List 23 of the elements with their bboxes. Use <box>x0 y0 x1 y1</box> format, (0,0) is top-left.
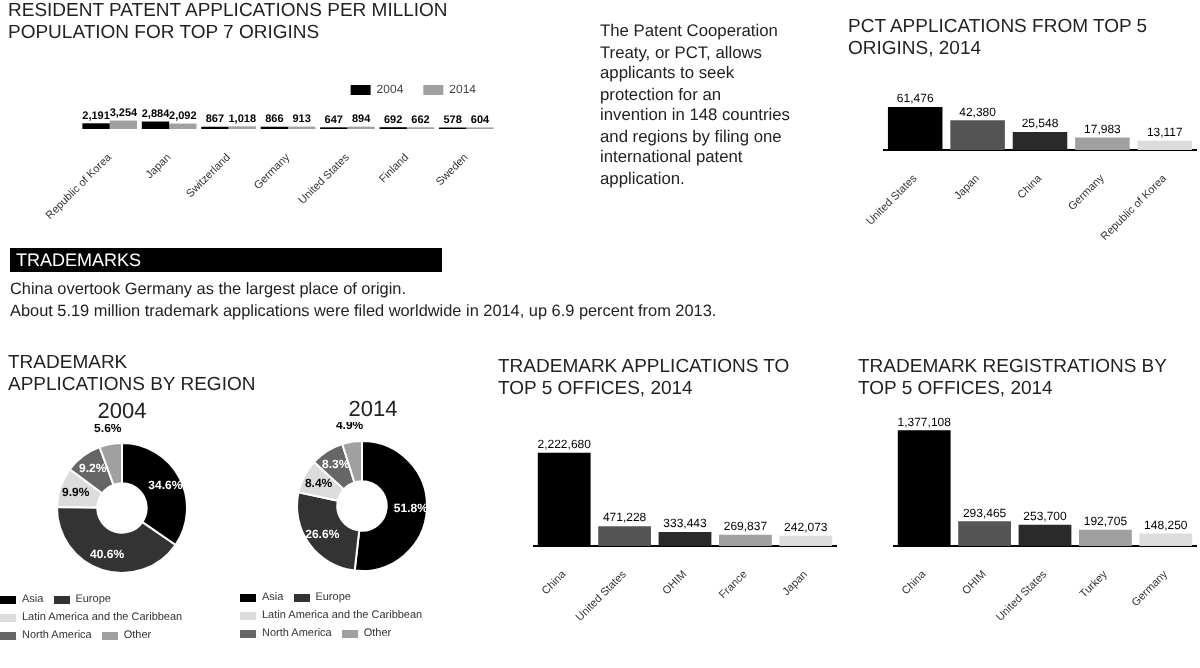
bar <box>598 526 651 546</box>
text: TRADEMARKS <box>10 248 442 272</box>
bar <box>1018 524 1072 546</box>
bar <box>1075 137 1130 150</box>
bar <box>779 535 833 546</box>
bar <box>1137 140 1193 150</box>
bar <box>1139 533 1193 546</box>
chart-title: TRADEMARK APPLICATIONS TO TOP 5 OFFICES, 2014 <box>496 356 792 400</box>
text: About 5.19 million trademark applications were filed worldwide in 2014, up 6.9 percent from 2013. <box>10 300 719 322</box>
chart-title: PCT APPLICATIONS FROM TOP 5 ORIGINS, 2014 <box>846 16 1150 60</box>
bar <box>658 531 712 546</box>
chart-subtitle: 2004 <box>95 400 149 424</box>
chart-title: TRADEMARK APPLICATIONS BY REGION <box>6 352 258 396</box>
chart-title: RESIDENT PATENT APPLICATIONS PER MILLION POPULATION FOR TOP 7 ORIGINS <box>6 0 450 44</box>
bar <box>950 120 1005 150</box>
chart-title: TRADEMARK REGISTRATIONS BY TOP 5 OFFICES, 2014 <box>856 356 1169 400</box>
chart-title: 2014 <box>346 398 400 422</box>
text: The Patent Cooperation Treaty, or PCT, allows applicants to seek protection for an invention in 148 countries and regions by filing one international patent application. <box>600 20 790 188</box>
bar <box>1012 132 1068 150</box>
bar <box>1079 529 1132 546</box>
text: China overtook Germany as the largest place of origin. <box>10 278 408 300</box>
bar <box>719 534 772 546</box>
bar <box>958 521 1011 546</box>
